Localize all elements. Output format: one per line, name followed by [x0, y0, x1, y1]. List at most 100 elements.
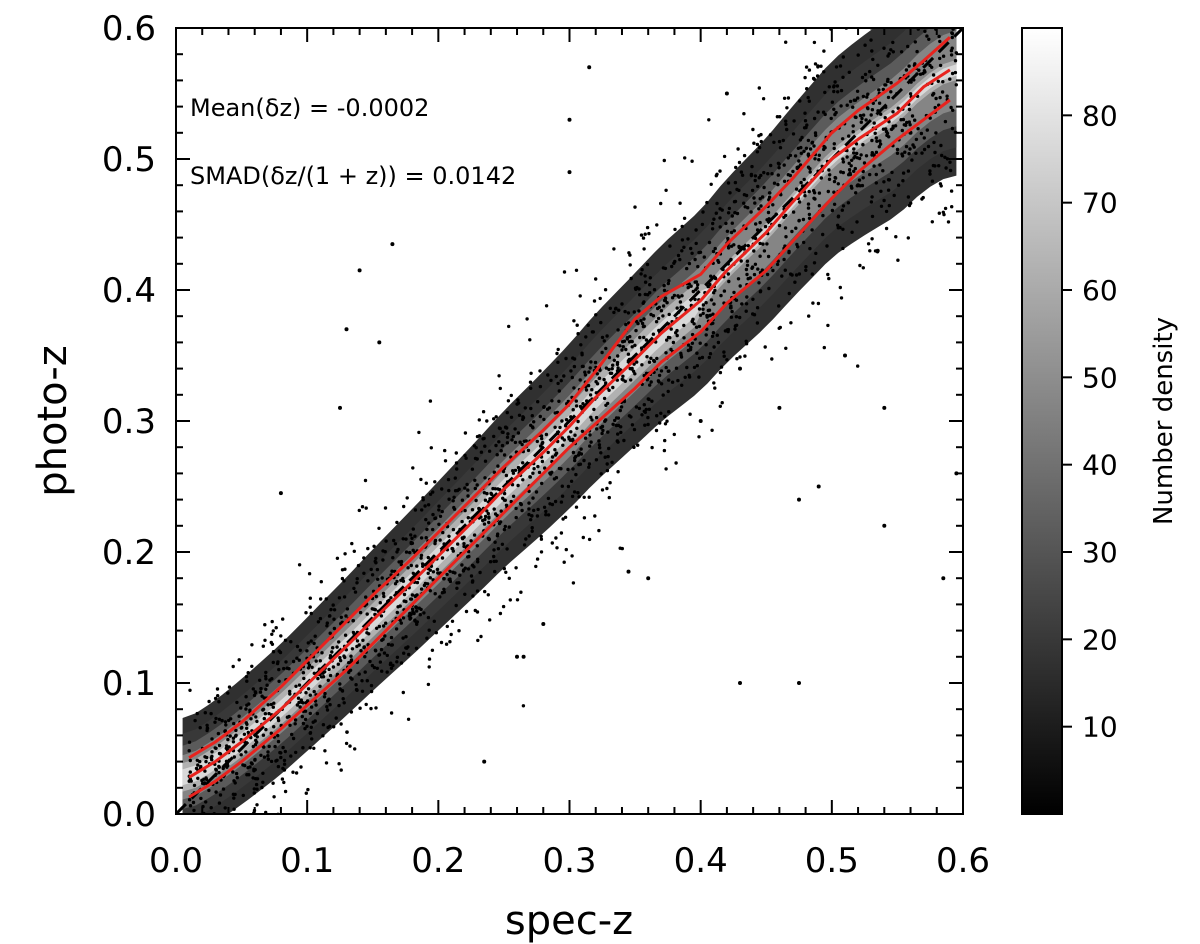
scatter-point — [925, 0, 928, 2]
scatter-point — [271, 781, 275, 785]
scatter-point — [203, 769, 207, 773]
scatter-point — [597, 376, 602, 380]
scatter-point — [861, 94, 866, 99]
scatter-point — [712, 381, 716, 385]
scatter-point — [323, 749, 327, 753]
scatter-point — [499, 449, 503, 453]
scatter-point — [725, 358, 729, 362]
scatter-point — [598, 446, 602, 450]
scatter-point — [306, 641, 310, 645]
scatter-point — [413, 508, 418, 512]
scatter-point — [900, 128, 904, 133]
scatter-point — [766, 210, 771, 215]
scatter-point — [641, 324, 646, 329]
scatter-point — [389, 666, 394, 670]
scatter-point — [195, 758, 199, 762]
scatter-point — [337, 703, 341, 708]
outlier-point — [344, 327, 349, 332]
scatter-point — [540, 442, 544, 446]
scatter-point — [687, 373, 691, 377]
scatter-point — [753, 174, 758, 178]
scatter-point — [883, 116, 887, 120]
scatter-point — [881, 169, 885, 173]
scatter-point — [380, 576, 384, 580]
scatter-point — [483, 514, 488, 519]
scatter-point — [682, 245, 686, 249]
scatter-point — [860, 75, 865, 80]
scatter-point — [253, 691, 258, 695]
scatter-point — [946, 220, 951, 224]
scatter-point — [702, 255, 706, 259]
scatter-point — [845, 155, 849, 159]
scatter-point — [271, 660, 275, 665]
scatter-point — [625, 336, 630, 340]
scatter-point — [937, 164, 941, 168]
scatter-point — [794, 226, 798, 230]
scatter-point — [808, 147, 813, 151]
scatter-point — [446, 477, 451, 482]
scatter-point — [662, 448, 667, 453]
colorbar-tick-label: 70 — [1082, 187, 1118, 220]
scatter-point — [231, 736, 236, 740]
scatter-point — [244, 675, 249, 679]
scatter-point — [386, 642, 391, 647]
scatter-point — [488, 560, 493, 564]
scatter-point — [196, 763, 200, 767]
scatter-point — [561, 443, 565, 447]
scatter-point — [884, 226, 889, 231]
scatter-point — [583, 436, 588, 440]
scatter-point — [667, 312, 671, 317]
scatter-point — [205, 755, 209, 760]
scatter-point — [700, 222, 705, 227]
scatter-point — [209, 711, 213, 716]
scatter-point — [204, 776, 208, 780]
scatter-point — [619, 405, 624, 409]
scatter-point — [231, 792, 236, 796]
scatter-point — [910, 158, 914, 162]
scatter-point — [411, 466, 415, 470]
scatter-point — [558, 425, 562, 430]
scatter-point — [587, 370, 591, 374]
scatter-point — [348, 744, 352, 748]
scatter-point — [767, 195, 772, 199]
scatter-point — [844, 20, 847, 23]
scatter-point — [826, 189, 830, 194]
scatter-point — [357, 508, 361, 513]
scatter-point — [822, 144, 826, 149]
scatter-point — [620, 377, 624, 381]
scatter-point — [832, 190, 836, 194]
scatter-point — [600, 431, 604, 436]
scatter-point — [632, 427, 637, 432]
scatter-point — [472, 533, 477, 537]
scatter-point — [455, 586, 459, 590]
scatter-point — [753, 201, 757, 205]
scatter-point — [938, 39, 942, 44]
scatter-point — [948, 160, 952, 164]
scatter-point — [205, 723, 209, 727]
scatter-point — [189, 779, 193, 783]
scatter-point — [577, 495, 581, 499]
scatter-point — [870, 108, 875, 112]
scatter-point — [365, 612, 369, 616]
scatter-point — [344, 741, 349, 746]
scatter-point — [528, 380, 533, 384]
scatter-point — [589, 415, 593, 419]
scatter-point — [618, 344, 622, 348]
scatter-point — [437, 508, 441, 512]
scatter-point — [916, 127, 920, 131]
scatter-point — [531, 426, 535, 430]
scatter-point — [307, 572, 312, 576]
scatter-point — [605, 468, 610, 473]
outlier-point — [797, 681, 801, 685]
scatter-point — [395, 520, 399, 525]
scatter-point — [789, 321, 793, 325]
scatter-point — [304, 611, 308, 615]
scatter-point — [504, 425, 508, 429]
scatter-point — [644, 407, 648, 412]
scatter-point — [543, 466, 547, 470]
scatter-point — [810, 4, 813, 7]
scatter-point — [878, 142, 883, 146]
scatter-point — [673, 259, 677, 264]
scatter-point — [836, 223, 840, 227]
scatter-point — [941, 20, 944, 23]
